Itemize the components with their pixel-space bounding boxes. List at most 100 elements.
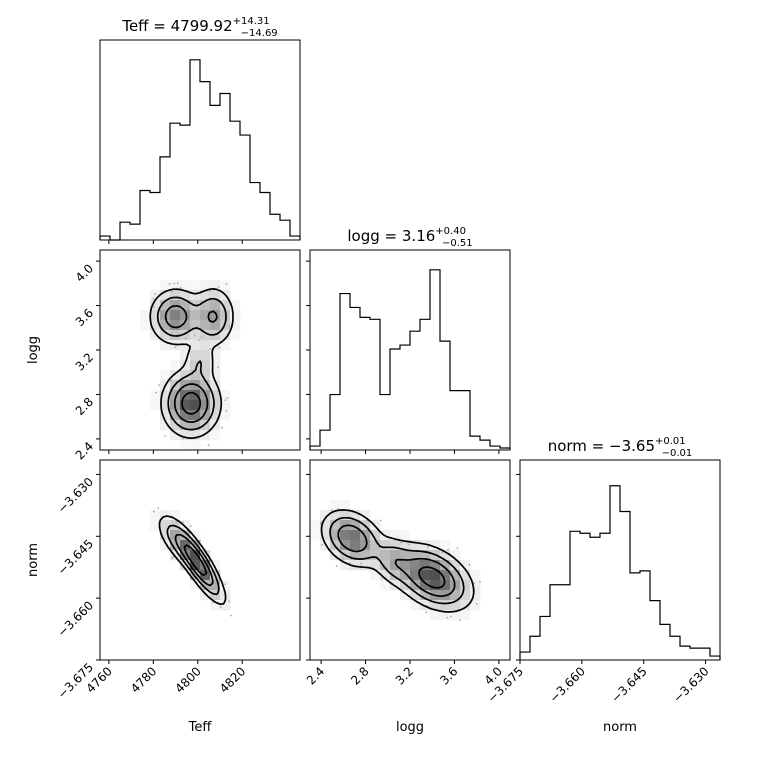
density-cell — [170, 510, 181, 521]
density-cell — [160, 420, 171, 431]
density-cell — [370, 570, 381, 581]
density-cell — [220, 600, 231, 611]
density-cell — [160, 410, 171, 421]
histogram-Teff — [99, 59, 301, 241]
density-cell — [230, 300, 241, 311]
sample-point — [155, 391, 157, 394]
density-cell — [190, 530, 201, 541]
density-cell — [210, 400, 221, 411]
density-cell — [200, 350, 211, 361]
density-cell — [410, 600, 421, 611]
density-cell — [210, 600, 221, 611]
title-teff: Teff = 4799.92+14.31 −14.69 — [121, 16, 277, 39]
title-logg: logg = 3.16+0.40 −0.51 — [347, 226, 472, 249]
density-cell — [150, 330, 161, 341]
sample-point — [209, 348, 211, 350]
density-cell — [180, 530, 191, 541]
sample-point — [211, 601, 214, 604]
density-cell — [180, 320, 191, 331]
density-cell — [350, 540, 361, 551]
density-cell — [170, 520, 181, 531]
density-cell — [370, 560, 381, 571]
sample-point — [360, 562, 362, 565]
histogram-logg — [309, 269, 511, 450]
density-cell — [160, 280, 171, 291]
density-cell — [230, 310, 241, 321]
panel-teff-vs-norm — [99, 459, 301, 661]
density-cell — [180, 300, 191, 311]
sample-point — [218, 346, 221, 349]
density-cell — [170, 320, 181, 331]
histogram-norm — [519, 485, 721, 660]
contour-level-3 — [174, 533, 214, 587]
density-cell — [210, 310, 221, 321]
density-cell — [440, 540, 451, 551]
density-cell — [160, 320, 171, 331]
density-cell — [190, 430, 201, 441]
density-cell — [340, 560, 351, 571]
density-cell — [220, 580, 231, 591]
sample-point — [153, 306, 156, 308]
density-cell — [150, 510, 161, 521]
density-cell — [150, 390, 161, 401]
contour-level-1 — [320, 509, 475, 613]
sample-point — [152, 510, 155, 513]
density-cell — [190, 410, 201, 421]
density-cell — [460, 610, 471, 621]
density-cell — [190, 350, 201, 361]
density-cell — [320, 530, 331, 541]
density-cell — [340, 540, 351, 551]
density-cell — [230, 330, 241, 341]
density-cell — [470, 600, 481, 611]
density-cell — [450, 560, 461, 571]
density-cell — [350, 520, 361, 531]
density-cell — [190, 570, 201, 581]
sample-point — [200, 336, 203, 339]
density-cell — [160, 510, 171, 521]
density-cell — [180, 400, 191, 411]
sample-point — [335, 565, 338, 567]
density-cell — [430, 610, 441, 621]
sample-point — [198, 339, 201, 342]
density-cell — [420, 580, 431, 591]
density-cell — [360, 540, 371, 551]
sample-point — [184, 337, 187, 340]
sample-point — [189, 525, 192, 527]
sample-point — [479, 581, 481, 583]
sample-point — [408, 543, 411, 546]
density-cell — [320, 510, 331, 521]
density-cell — [380, 580, 391, 591]
density-cell — [140, 320, 151, 331]
sample-point — [441, 551, 444, 554]
density-cell — [350, 550, 361, 561]
density-cell — [450, 550, 461, 561]
density-cell — [360, 550, 371, 561]
density-cell — [410, 580, 421, 591]
density-cell — [210, 300, 221, 311]
density-cell — [180, 350, 191, 361]
density-cell — [340, 530, 351, 541]
density-cell — [220, 330, 231, 341]
density-cell — [170, 430, 181, 441]
density-cell — [180, 550, 191, 561]
density-cell — [170, 310, 181, 321]
density-cell — [330, 520, 341, 531]
density-cell — [330, 530, 341, 541]
sample-point — [182, 437, 184, 440]
sample-point — [449, 615, 452, 618]
sample-point — [154, 293, 157, 295]
sample-point — [209, 289, 211, 292]
density-cell — [180, 290, 191, 301]
density-cell — [400, 560, 411, 571]
density-cell — [370, 530, 381, 541]
density-cell — [150, 310, 161, 321]
density-cell — [220, 340, 231, 351]
panel-teff-vs-logg — [99, 249, 301, 451]
density-cell — [170, 420, 181, 431]
density-cell — [360, 510, 371, 521]
sample-point — [224, 583, 227, 586]
contour-level-1 — [149, 288, 234, 439]
density-cell — [380, 540, 391, 551]
density-cell — [200, 590, 211, 601]
density-cell — [410, 570, 421, 581]
